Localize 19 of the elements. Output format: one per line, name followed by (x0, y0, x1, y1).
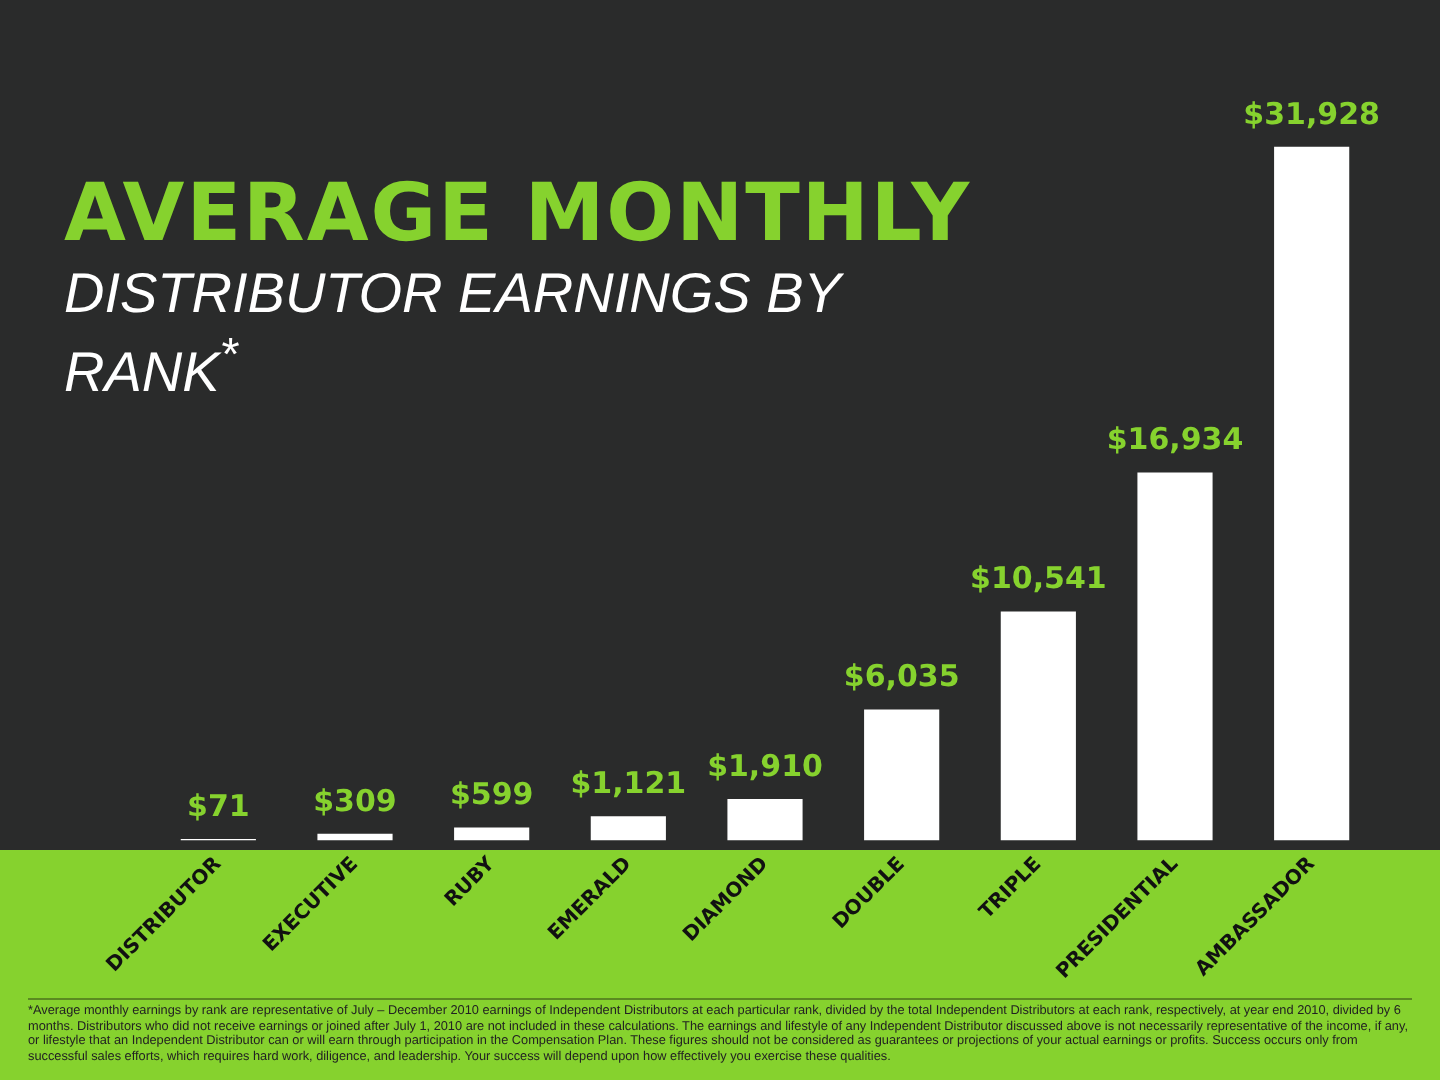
bar (727, 799, 803, 841)
bar (864, 709, 940, 841)
data-label: $16,934 (1106, 421, 1244, 458)
data-label: $10,541 (970, 560, 1107, 597)
bar (1274, 146, 1350, 841)
data-label: $1,910 (707, 747, 823, 784)
bar (1137, 472, 1213, 841)
data-label: $1,121 (570, 764, 687, 801)
bar (317, 833, 393, 841)
bar (1000, 611, 1076, 841)
data-label: $599 (449, 776, 534, 813)
data-label: $31,928 (1243, 95, 1380, 132)
data-label: $309 (313, 782, 397, 819)
data-label: $71 (187, 787, 250, 824)
chart-title: AVERAGE MONTHLY (64, 168, 972, 260)
bar (590, 816, 666, 841)
bar (454, 827, 530, 841)
text: DISTRIBUTOR EARNINGS BY RANK$^{*}$ (64, 262, 846, 403)
data-label: $6,035 (843, 658, 960, 695)
